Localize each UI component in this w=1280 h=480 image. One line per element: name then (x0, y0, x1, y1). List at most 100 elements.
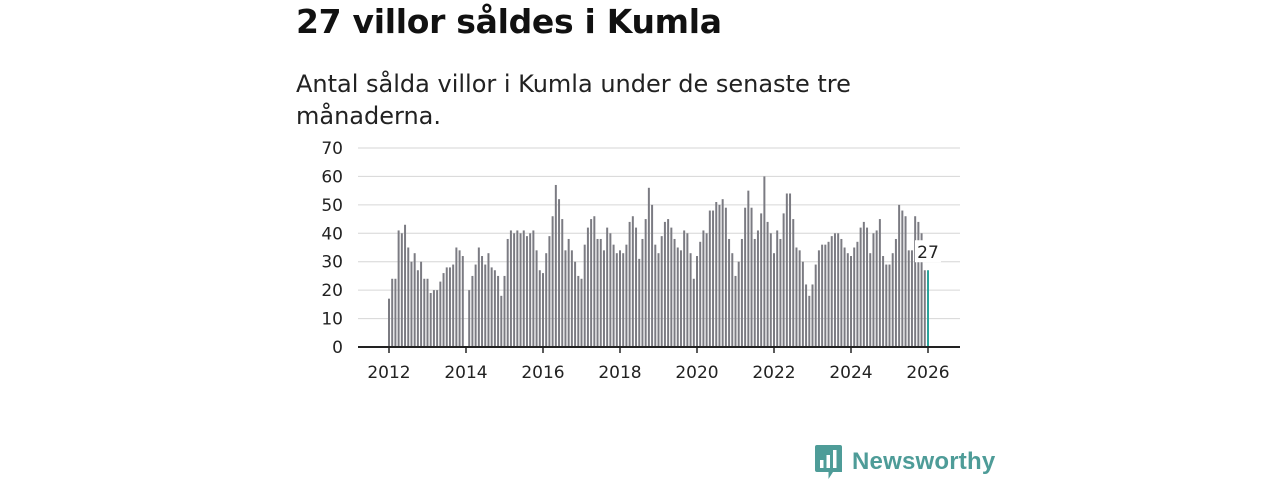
y-tick-label: 20 (321, 281, 343, 301)
bar (596, 238, 599, 347)
bar (866, 227, 869, 347)
bar (789, 193, 792, 347)
x-tick-label: 2020 (675, 363, 718, 383)
bar (432, 290, 435, 347)
bar (712, 210, 715, 347)
bars (388, 176, 929, 347)
bar (920, 233, 923, 347)
bar (471, 275, 474, 347)
y-tick-label: 10 (321, 310, 343, 330)
bar (833, 233, 836, 347)
bar (458, 250, 461, 347)
bar (795, 247, 798, 347)
bar (442, 273, 445, 347)
bar (493, 270, 496, 347)
y-tick-label: 70 (321, 139, 343, 159)
bar (689, 253, 692, 347)
bar (599, 238, 602, 347)
bar (724, 207, 727, 347)
y-tick-label: 0 (332, 338, 343, 358)
bar (397, 230, 400, 347)
bar (821, 244, 824, 347)
bar (625, 244, 628, 347)
bar (676, 247, 679, 347)
x-tick-label: 2016 (521, 363, 564, 383)
bar (872, 233, 875, 347)
bar (686, 233, 689, 347)
bar (558, 199, 561, 347)
bar (570, 250, 573, 347)
annotations: 27 (915, 240, 941, 263)
bar (744, 207, 747, 347)
bar (894, 238, 897, 347)
bar (413, 253, 416, 347)
x-tick-label: 2026 (906, 363, 949, 383)
bar (586, 227, 589, 347)
bar (878, 219, 881, 347)
bar (731, 253, 734, 347)
bar (785, 193, 788, 347)
bar (734, 275, 737, 347)
bar (445, 267, 448, 347)
bar (660, 236, 663, 347)
bar (869, 253, 872, 347)
bar (882, 256, 885, 347)
bar (904, 216, 907, 347)
bar (503, 275, 506, 347)
bar (850, 256, 852, 347)
bar (619, 250, 621, 347)
bar (574, 261, 577, 347)
bar (683, 230, 686, 347)
bar (824, 244, 827, 347)
y-tick-label: 60 (321, 167, 343, 187)
bar (522, 230, 525, 347)
bar (593, 216, 596, 347)
bar (631, 216, 634, 347)
bar (856, 241, 859, 347)
bar (811, 284, 814, 347)
bar (545, 253, 548, 347)
bar (763, 176, 766, 347)
bar (846, 253, 849, 347)
bar (756, 230, 759, 347)
bar (391, 278, 394, 347)
bar (901, 210, 904, 347)
bar (416, 270, 419, 347)
bar (753, 238, 756, 347)
bar (910, 250, 913, 347)
bar (737, 261, 740, 347)
bar (513, 233, 516, 347)
highlight-bar (927, 270, 929, 347)
annotation-background (915, 240, 941, 263)
x-tick-label: 2018 (598, 363, 641, 383)
bar (481, 256, 484, 347)
bar (516, 230, 519, 347)
bar (769, 233, 772, 347)
bar (429, 292, 432, 347)
bar (506, 238, 509, 347)
bar (394, 278, 397, 347)
bar (766, 221, 769, 347)
bar (817, 250, 820, 347)
bar (452, 264, 455, 347)
bar (410, 261, 413, 347)
bar (590, 219, 593, 347)
bar (635, 227, 638, 347)
newsworthy-logo[interactable]: Newsworthy (815, 445, 995, 479)
bar (923, 270, 926, 347)
bar (461, 256, 464, 347)
bar (801, 261, 804, 347)
bar (782, 213, 785, 347)
bar (622, 253, 625, 347)
bar (776, 230, 779, 347)
bar (612, 244, 615, 347)
bar (400, 233, 403, 347)
bar (497, 275, 500, 347)
bar (814, 264, 817, 347)
bar (750, 207, 753, 347)
bar (529, 233, 532, 347)
bar (673, 238, 676, 347)
bar (843, 247, 846, 347)
bar (551, 216, 554, 347)
